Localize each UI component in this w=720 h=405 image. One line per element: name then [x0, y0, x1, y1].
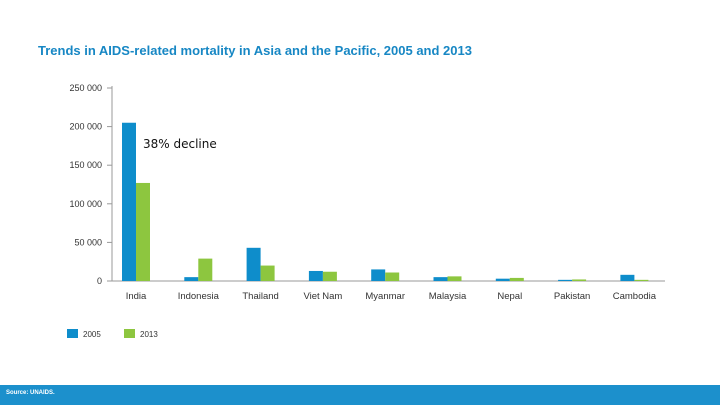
bar-2005-indonesia — [184, 277, 199, 281]
bar-2013-malaysia — [447, 276, 462, 281]
bar-2013-thailand — [260, 265, 275, 281]
source-text: Source: UNAIDS. — [6, 390, 55, 396]
y-tick-label: 100 000 — [69, 199, 102, 209]
bar-2013-viet-nam — [322, 271, 337, 281]
bar-2013-pakistan — [572, 279, 587, 281]
footer-bar: Source: UNAIDS. — [0, 385, 720, 405]
y-tick-label: 150 000 — [69, 160, 102, 170]
bar-2005-myanmar — [371, 269, 386, 281]
x-tick-label: India — [126, 291, 147, 302]
bar-2005-viet-nam — [308, 270, 323, 281]
bar-2005-pakistan — [558, 279, 573, 281]
legend: 2005 2013 — [67, 329, 158, 339]
x-tick-label: Myanmar — [365, 291, 405, 302]
bar-2005-thailand — [246, 247, 261, 281]
legend-swatch-2005 — [67, 329, 78, 338]
category-labels: India Indonesia Thailand Viet Nam Myanmar Mal… — [126, 291, 657, 302]
bar-chart: 0 50 000 100 000 150 000 200 000 250 000 Indi… — [67, 83, 665, 339]
legend-swatch-2013 — [124, 329, 135, 338]
axes: 0 50 000 100 000 150 000 200 000 250 000 — [69, 83, 665, 286]
bar-2005-nepal — [495, 278, 510, 281]
bar-2013-indonesia — [198, 258, 213, 281]
chart-title: Trends in AIDS-related mortality in Asia… — [38, 43, 472, 58]
x-tick-label: Pakistan — [554, 291, 590, 302]
bar-2005-india — [122, 122, 136, 282]
x-tick-label: Nepal — [497, 291, 522, 302]
x-tick-label: Viet Nam — [303, 291, 342, 302]
annotation-decline: 38% decline — [143, 137, 217, 151]
bar-2005-cambodia — [620, 274, 635, 281]
x-tick-label: Cambodia — [613, 291, 657, 302]
bar-2013-india — [136, 182, 150, 281]
legend-label-2013: 2013 — [140, 330, 158, 339]
y-tick-label: 200 000 — [69, 122, 102, 132]
legend-label-2005: 2005 — [83, 330, 101, 339]
x-tick-label: Indonesia — [178, 291, 220, 302]
bar-2013-nepal — [509, 277, 524, 281]
bar-2013-myanmar — [385, 272, 400, 281]
bar-2013-cambodia — [634, 279, 649, 281]
y-tick-label: 0 — [97, 276, 102, 286]
bar-2005-malaysia — [433, 277, 448, 281]
y-tick-label: 50 000 — [74, 237, 102, 247]
y-tick-label: 250 000 — [69, 83, 102, 93]
x-tick-label: Thailand — [242, 291, 278, 302]
bars — [122, 122, 649, 282]
x-tick-label: Malaysia — [429, 291, 467, 302]
